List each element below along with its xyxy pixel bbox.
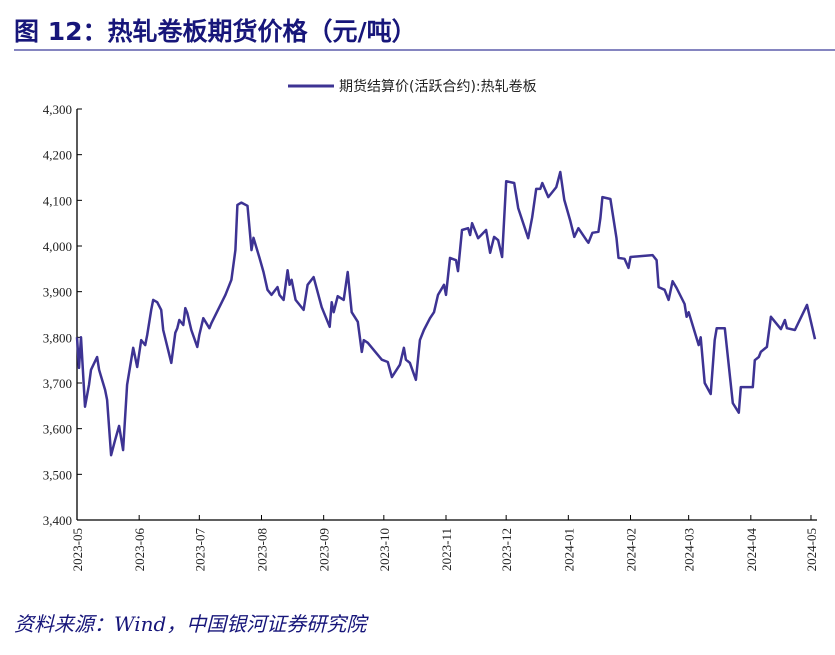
x-tick-label: 2023-12: [499, 528, 514, 571]
y-tick-label: 4,100: [43, 193, 72, 208]
x-tick-label: 2023-08: [254, 528, 269, 571]
x-tick-label: 2024-03: [682, 528, 697, 571]
x-tick-label: 2023-11: [439, 528, 454, 571]
y-tick-label: 4,300: [43, 102, 72, 117]
y-tick-label: 3,500: [43, 467, 72, 482]
legend-label: 期货结算价(活跃合约):热轧卷板: [339, 78, 537, 95]
x-tick-label: 2023-07: [192, 528, 207, 572]
x-tick-label: 2024-01: [561, 528, 576, 571]
y-tick-label: 3,900: [43, 285, 72, 300]
y-tick-label: 4,000: [43, 239, 72, 254]
title-divider: [14, 49, 835, 51]
x-tick-label: 2023-09: [317, 528, 332, 571]
x-tick-label: 2023-05: [70, 528, 85, 571]
axes: 3,400 3,500 3,600 3,700 3,800 3,900 4,000 4,100…: [43, 102, 819, 571]
x-tick-label: 2024-02: [623, 528, 638, 571]
series-line: [75, 170, 817, 457]
y-tick-label: 3,800: [43, 330, 72, 345]
x-tick-label: 2023-10: [377, 528, 392, 571]
y-tick-label: 3,600: [43, 422, 72, 437]
figure-title: 图 12：热轧卷板期货价格（元/吨）: [14, 17, 417, 46]
y-tick-label: 4,200: [43, 148, 72, 163]
x-tick-label: 2023-06: [132, 528, 147, 572]
source-note: 资料来源：Wind，中国银河证券研究院: [14, 612, 367, 636]
x-tick-label: 2024-05: [804, 528, 819, 571]
x-tick-label: 2024-04: [744, 528, 759, 572]
y-tick-label: 3,700: [43, 376, 72, 391]
legend: 期货结算价(活跃合约):热轧卷板: [288, 78, 537, 95]
y-tick-label: 3,400: [43, 513, 72, 528]
